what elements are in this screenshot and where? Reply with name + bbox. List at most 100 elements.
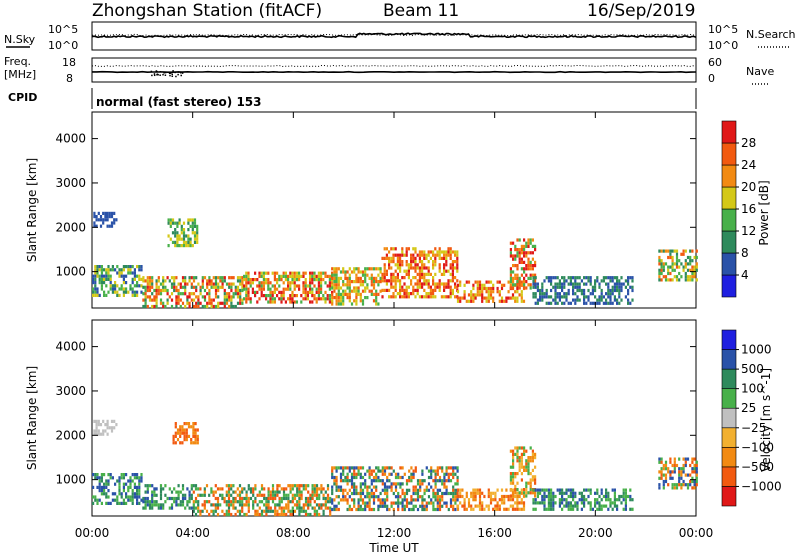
heatmap-cell: [175, 490, 178, 494]
heatmap-cell: [531, 273, 534, 277]
heatmap-cell: [216, 496, 220, 501]
heatmap-cell: [438, 475, 442, 480]
heatmap-cell: [414, 504, 417, 508]
heatmap-cell: [481, 507, 484, 511]
heatmap-cell: [396, 260, 399, 264]
heatmap-cell: [162, 282, 165, 286]
heatmap-cell: [381, 479, 384, 483]
colorbar-box: [721, 486, 737, 507]
heatmap-cell: [115, 218, 118, 222]
heatmap-cell: [552, 494, 555, 499]
heatmap-cell: [443, 475, 446, 480]
heatmap-cell: [671, 278, 674, 282]
heatmap-cell: [306, 284, 309, 288]
heatmap-cell: [534, 264, 537, 268]
heatmap-cell: [375, 289, 378, 293]
heatmap-cell: [423, 498, 426, 502]
heatmap-cell: [605, 298, 608, 302]
heatmap-cell: [394, 253, 397, 257]
heatmap-cell: [377, 495, 380, 499]
heatmap-cell: [181, 301, 185, 305]
heatmap-cell: [525, 286, 528, 290]
heatmap-cell: [445, 295, 448, 299]
heatmap-cell: [241, 496, 244, 501]
heatmap-cell: [563, 301, 566, 305]
heatmap-cell: [410, 256, 413, 260]
heatmap-cell: [191, 221, 194, 225]
heatmap-cell: [107, 473, 110, 477]
heatmap-cell: [403, 276, 406, 280]
heatmap-cell: [256, 503, 259, 507]
heatmap-cell: [175, 276, 178, 280]
heatmap-cell: [561, 488, 564, 492]
heatmap-cell: [333, 267, 336, 271]
heatmap-cell: [447, 253, 450, 257]
heatmap-cell: [414, 498, 417, 502]
colorbar-tick-label: 16: [741, 202, 756, 216]
heatmap-cell: [416, 507, 420, 512]
heatmap-cell: [353, 299, 356, 303]
heatmap-cell: [675, 255, 679, 260]
heatmap-cell: [449, 292, 452, 296]
heatmap-cell: [576, 288, 579, 293]
heatmap-cell: [434, 247, 437, 251]
heatmap-cell: [539, 501, 542, 505]
heatmap-cell: [379, 270, 382, 274]
heatmap-cell: [452, 485, 455, 489]
heatmap-cell: [364, 296, 367, 300]
heatmap-cell: [274, 512, 277, 517]
heatmap-cell: [627, 279, 630, 283]
heatmap-cell: [106, 211, 109, 215]
x-tick-label: 12:00: [377, 526, 412, 540]
heatmap-cell: [673, 249, 676, 253]
heatmap-cell: [605, 276, 608, 280]
heatmap-cell: [523, 449, 526, 453]
heatmap-cell: [267, 509, 270, 513]
heatmap-cell: [516, 283, 519, 287]
heatmap-cell: [280, 300, 283, 304]
nave-dip-point: [177, 73, 179, 76]
heatmap-cell: [138, 268, 141, 272]
heatmap-cell: [410, 266, 413, 270]
heatmap-cell: [427, 269, 430, 273]
heatmap-cell: [185, 431, 188, 435]
heatmap-cell: [589, 292, 592, 296]
heatmap-cell: [245, 500, 248, 504]
heatmap-cell: [682, 479, 685, 484]
heatmap-cell: [238, 512, 242, 517]
heatmap-cell: [441, 479, 444, 483]
heatmap-cell: [452, 507, 455, 512]
heatmap-cell: [591, 507, 594, 511]
heatmap-cell: [372, 485, 376, 489]
heatmap-cell: [230, 301, 233, 305]
heatmap-cell: [587, 295, 590, 299]
heatmap-cell: [660, 249, 663, 253]
heatmap-cell: [392, 507, 395, 512]
heatmap-cell: [271, 271, 274, 275]
heatmap-cell: [265, 500, 268, 504]
heatmap-cell: [106, 419, 109, 423]
heatmap-cell: [383, 279, 386, 283]
heatmap-cell: [465, 494, 468, 499]
heatmap-cell: [671, 463, 674, 468]
heatmap-cell: [368, 501, 371, 505]
heatmap-cell: [613, 498, 616, 502]
heatmap-cell: [318, 503, 321, 507]
heatmap-cell: [512, 491, 515, 495]
heatmap-cell: [394, 501, 398, 505]
heatmap-cell: [267, 271, 270, 275]
heatmap-cell: [293, 493, 297, 497]
heatmap-cell: [511, 504, 515, 508]
heatmap-cell: [116, 271, 119, 275]
heatmap-cell: [251, 287, 254, 291]
heatmap-cell: [452, 466, 455, 470]
heatmap-cell: [658, 486, 661, 490]
heatmap-cell: [461, 488, 464, 492]
heatmap-cell: [416, 253, 419, 257]
heatmap-cell: [509, 494, 512, 498]
heatmap-cell: [103, 268, 106, 272]
heatmap-cell: [541, 285, 544, 289]
heatmap-cell: [208, 282, 211, 286]
heatmap-cell: [267, 506, 270, 510]
heatmap-cell: [658, 476, 661, 480]
